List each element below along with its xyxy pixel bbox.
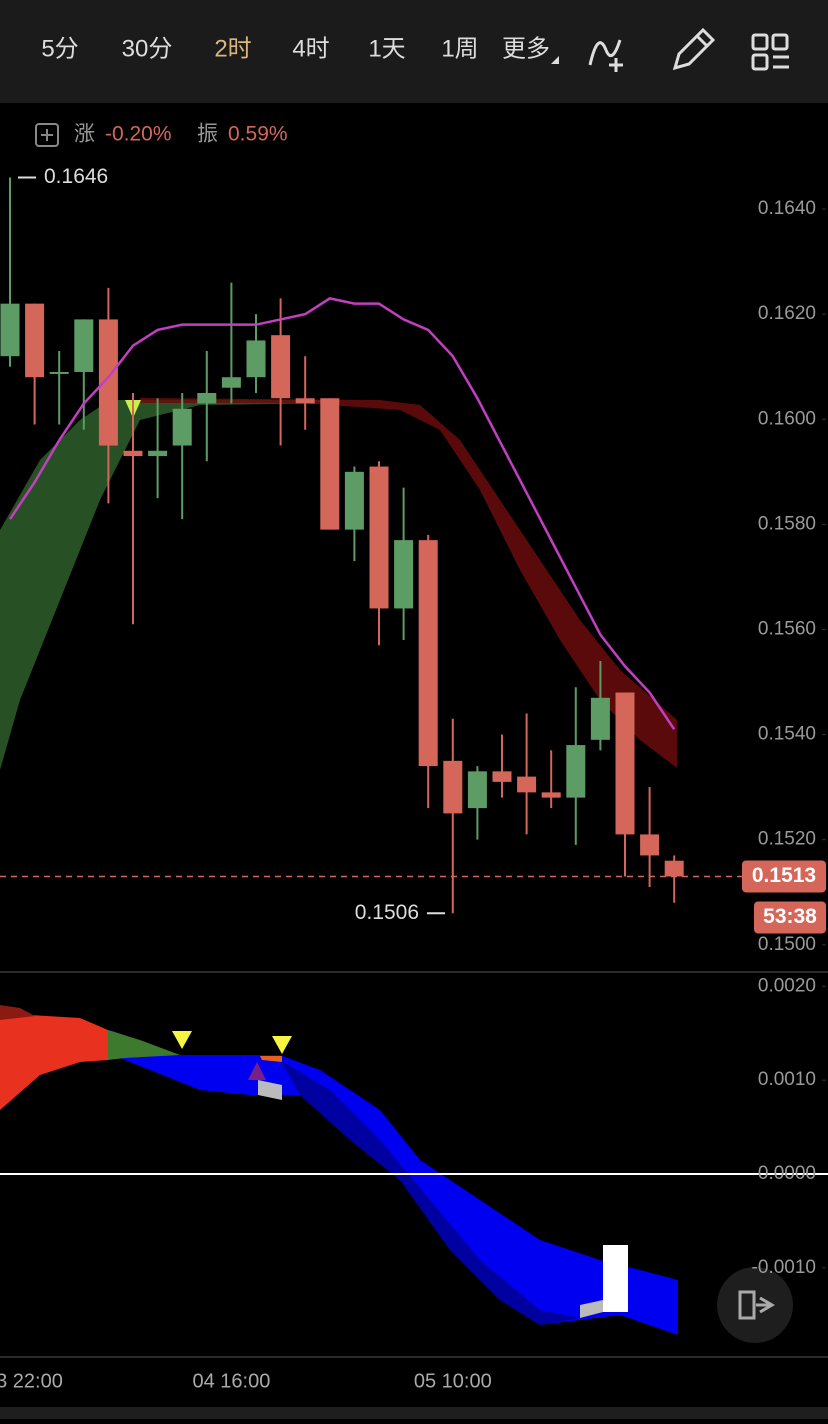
candle-body xyxy=(172,408,192,446)
candle-body xyxy=(640,834,660,856)
y-tick-label: 0.1500 xyxy=(758,934,816,955)
candle-body xyxy=(664,860,684,877)
toolbar xyxy=(0,0,828,103)
candle-body xyxy=(541,792,561,798)
signal-marker xyxy=(272,1036,292,1054)
y-tick-label: 0.1620 xyxy=(758,303,816,324)
indicator-icon[interactable] xyxy=(588,39,623,72)
y-tick-label: 0.1580 xyxy=(758,513,816,534)
signal-marker xyxy=(248,1062,266,1080)
x-tick-label: 04 16:00 xyxy=(192,1370,270,1392)
candle-body xyxy=(344,471,364,530)
signal-marker xyxy=(172,1031,192,1049)
more-caret xyxy=(551,56,559,64)
candle-body xyxy=(418,540,438,767)
candle-body xyxy=(98,319,118,446)
stat-label: 涨 xyxy=(74,123,95,146)
oscillator-area xyxy=(258,1080,282,1100)
candle-body xyxy=(394,540,414,609)
y-tick-label: 0.0010 xyxy=(758,1069,816,1090)
layout-icon xyxy=(773,55,789,69)
expand-icon xyxy=(41,129,53,141)
y-tick-label: 0.1600 xyxy=(758,408,816,429)
oscillator-area xyxy=(0,1010,108,1110)
interval-tab[interactable]: 1天 xyxy=(368,35,405,62)
interval-tab[interactable]: 1周 xyxy=(441,35,478,62)
stat-value: -0.20% xyxy=(105,123,172,146)
expand-icon[interactable] xyxy=(35,123,59,147)
candle-body xyxy=(517,776,537,793)
stat-value: 0.59% xyxy=(228,123,288,146)
oscillator-area xyxy=(580,1300,603,1318)
fullscreen-icon xyxy=(738,1290,775,1320)
candle-body xyxy=(320,398,340,530)
layout-icon[interactable] xyxy=(751,33,769,51)
candle-body xyxy=(148,450,168,457)
y-tick-label: 0.1520 xyxy=(758,829,816,850)
min-label: 0.1506 xyxy=(355,901,419,924)
last-price-box xyxy=(742,860,826,893)
oscillator-area xyxy=(108,1030,180,1060)
bottom-bar xyxy=(0,1407,828,1419)
countdown-label: 53:38 xyxy=(763,905,817,928)
interval-tab[interactable]: 30分 xyxy=(122,35,173,62)
candle-body xyxy=(246,340,266,378)
y-tick-label: 0.0020 xyxy=(758,975,816,996)
toolbar-icons xyxy=(588,27,789,72)
candle-body xyxy=(49,371,69,374)
candle-body xyxy=(467,771,487,809)
y-tick-label: 0.1640 xyxy=(758,198,816,219)
overlay-line xyxy=(8,297,676,731)
oscillator-area xyxy=(0,1005,35,1020)
y-tick-label: 0.1540 xyxy=(758,724,816,745)
layout-icon[interactable] xyxy=(751,53,769,71)
more-tab[interactable]: 更多 xyxy=(502,35,550,62)
candle-body xyxy=(443,760,463,814)
candle-body xyxy=(295,398,315,404)
candle-body xyxy=(590,697,610,740)
y-tick-label: 0.0000 xyxy=(758,1163,816,1184)
candle-body xyxy=(492,771,512,782)
interval-tab[interactable]: 4时 xyxy=(292,35,329,62)
oscillator-area xyxy=(110,1030,678,1335)
oscillator-area xyxy=(280,1060,580,1325)
max-label: 0.1646 xyxy=(44,165,108,188)
interval-tab[interactable]: 2时 xyxy=(214,35,251,62)
candle-body xyxy=(369,466,389,609)
candle-body xyxy=(25,303,45,378)
ribbon xyxy=(0,400,340,770)
layout-icon[interactable] xyxy=(771,33,789,51)
x-tick-label: 12/03 22:00 xyxy=(0,1370,63,1392)
draw-icon[interactable] xyxy=(672,27,716,71)
x-tick-label: 05 10:00 xyxy=(414,1370,492,1392)
oscillator-area xyxy=(603,1245,628,1312)
countdown-box xyxy=(754,901,826,934)
last-price-label: 0.1513 xyxy=(752,864,816,887)
candle-body xyxy=(271,335,291,399)
y-tick-label: 0.1560 xyxy=(758,618,816,639)
interval-tab[interactable]: 5分 xyxy=(41,35,78,62)
candle-body xyxy=(566,745,586,798)
candle-body xyxy=(197,392,217,404)
candle-body xyxy=(0,303,20,357)
y-tick-label: -0.0010 xyxy=(752,1257,816,1278)
candle-body xyxy=(74,319,94,372)
oscillator-area xyxy=(260,1056,282,1062)
stat-label: 振 xyxy=(197,123,218,146)
candle-body xyxy=(221,377,241,388)
candle-body xyxy=(615,692,635,835)
candle-body xyxy=(123,450,143,457)
